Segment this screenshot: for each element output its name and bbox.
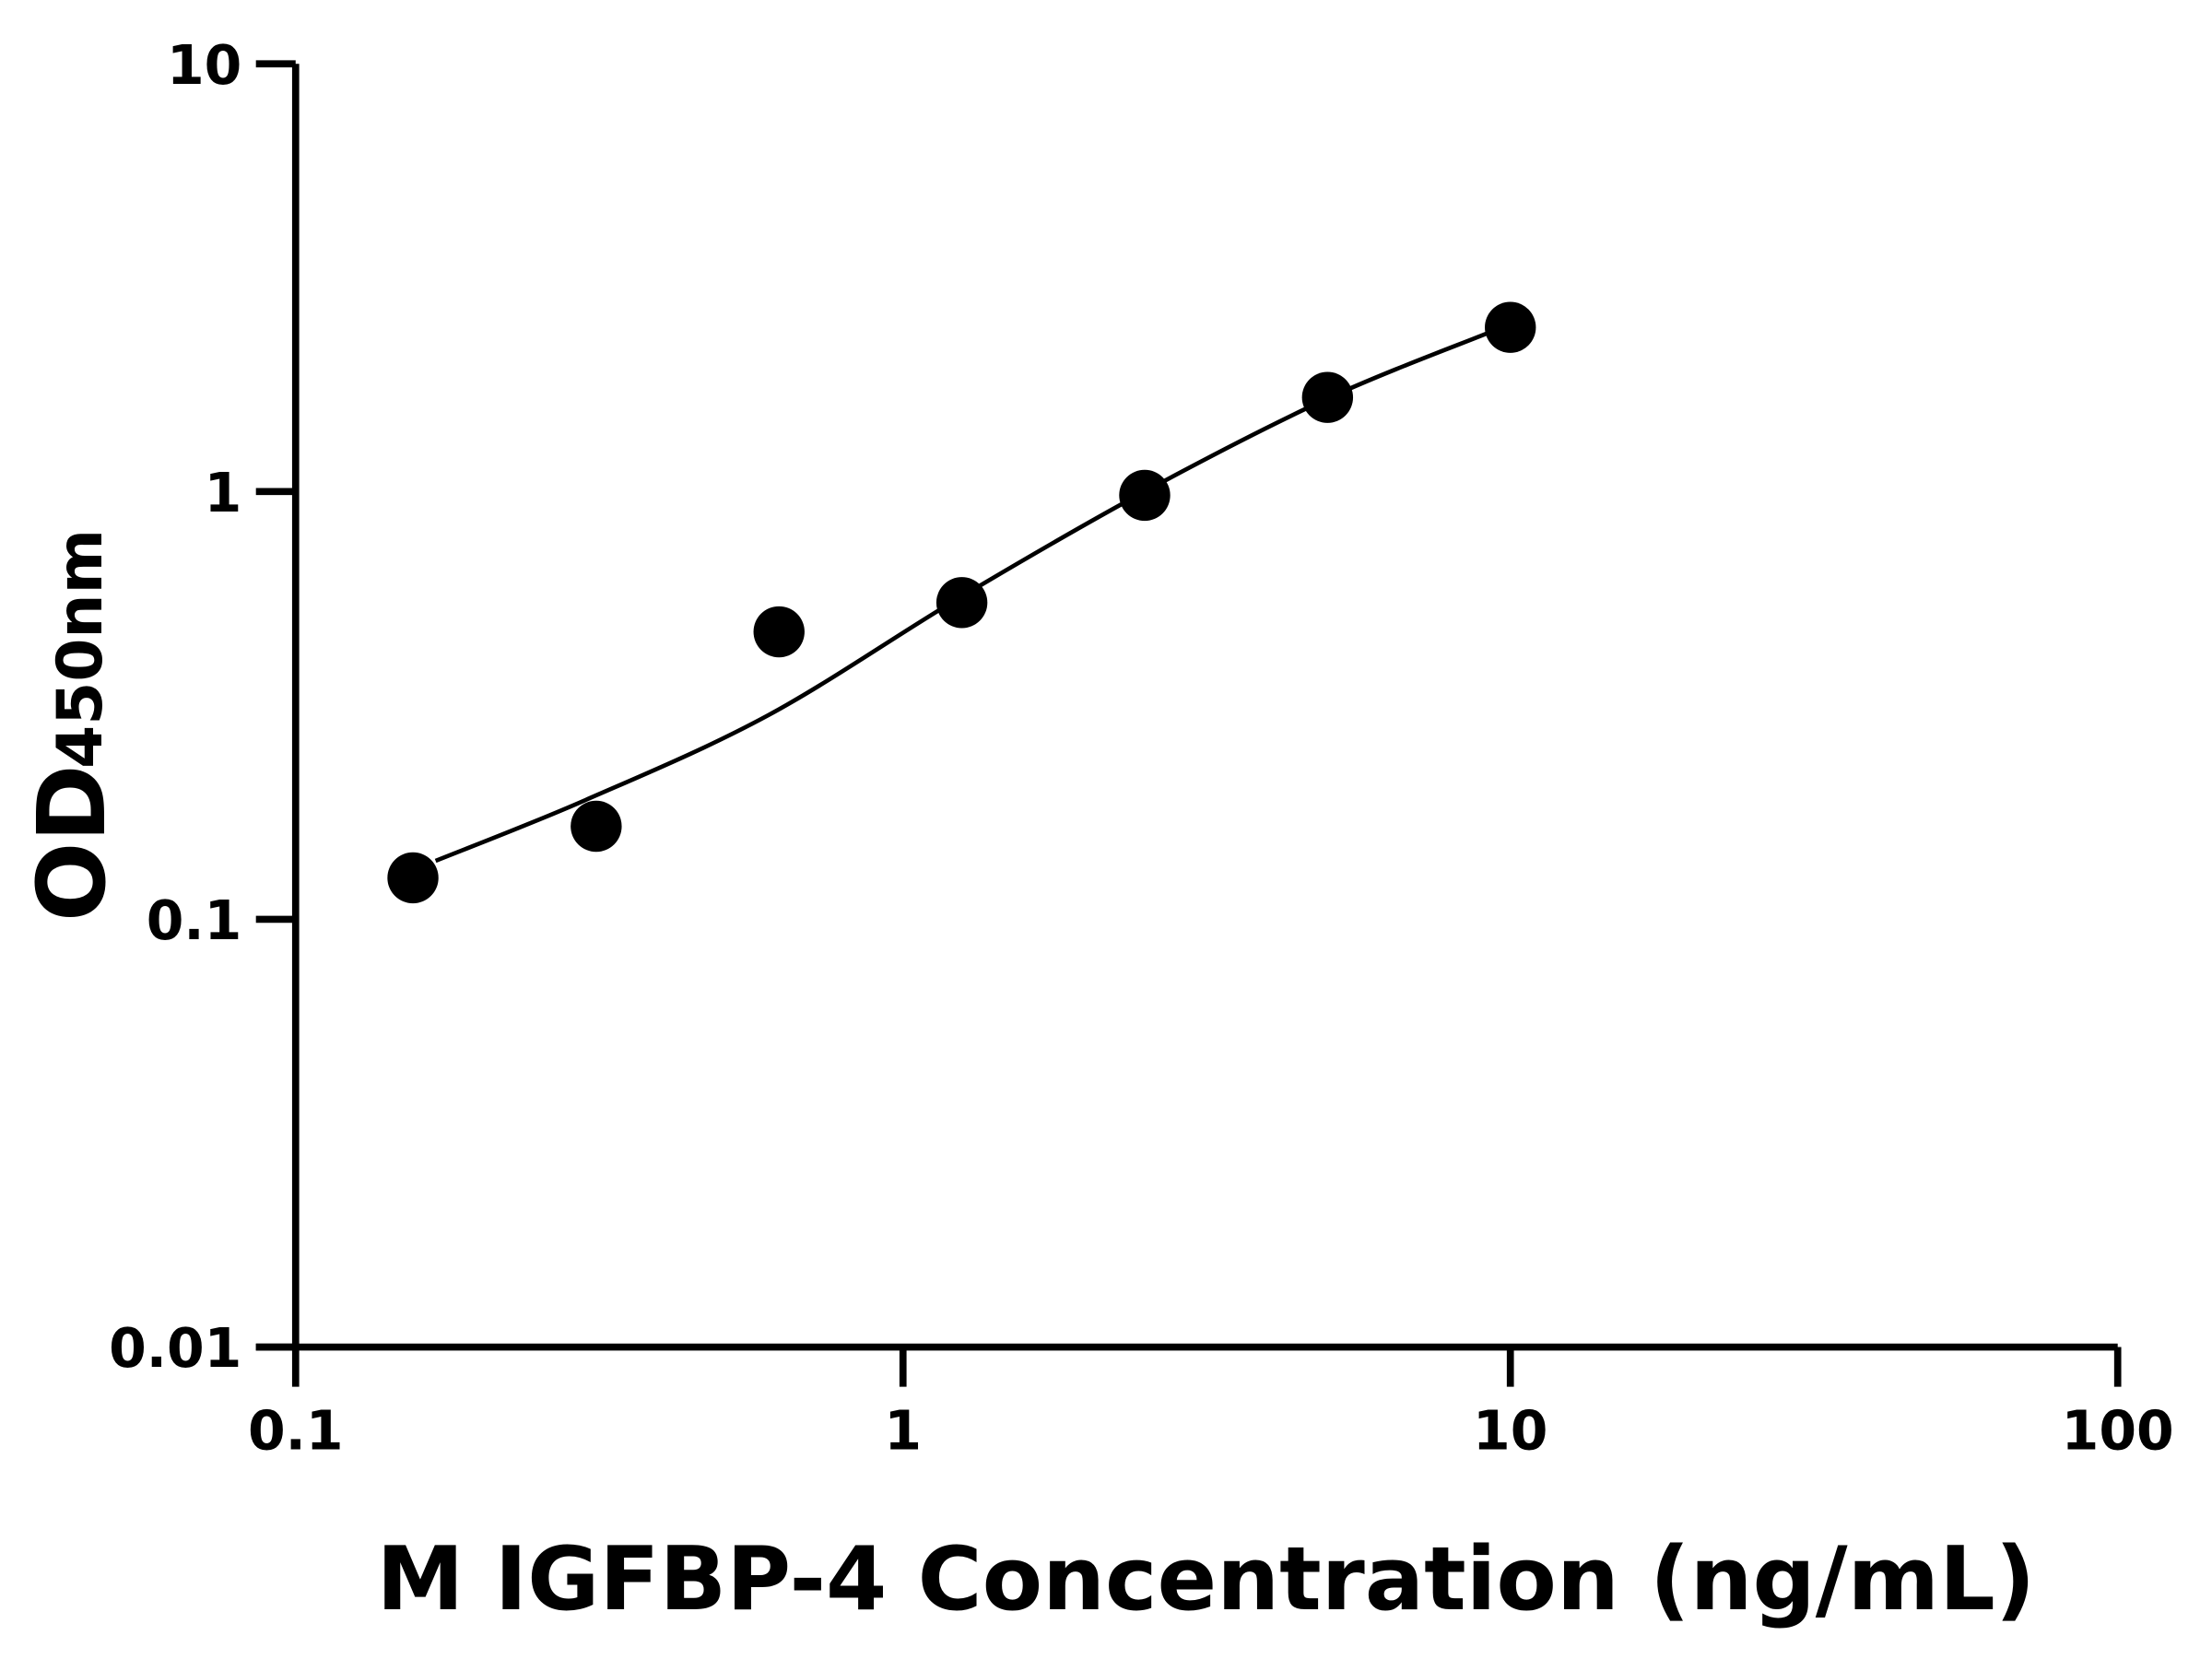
x-tick-label: 100 xyxy=(2062,1399,2174,1462)
x-tick-label: 10 xyxy=(1473,1399,1547,1462)
data-point xyxy=(1119,469,1171,522)
axes xyxy=(255,64,2118,1351)
y-axis-label-sub: 450nm xyxy=(43,529,116,769)
y-tick-label: 1 xyxy=(205,462,242,524)
data-point xyxy=(1485,301,1536,353)
data-point xyxy=(753,606,805,658)
data-points xyxy=(387,301,1536,904)
y-axis-label: OD 450nm xyxy=(18,529,126,922)
y-axis-label-main: OD xyxy=(18,764,126,922)
data-point xyxy=(935,577,988,629)
data-point xyxy=(1301,371,1354,423)
data-point xyxy=(571,800,622,853)
x-tick-label: 0.1 xyxy=(248,1399,344,1462)
y-tick-label: 10 xyxy=(167,34,241,97)
x-tick-label: 1 xyxy=(884,1399,922,1462)
y-tick-label: 0.1 xyxy=(147,889,242,952)
y-tick-label: 0.01 xyxy=(109,1317,241,1380)
x-axis-label: M IGFBP-4 Concentration (ng/mL) xyxy=(377,1528,2036,1630)
data-point xyxy=(387,852,439,904)
